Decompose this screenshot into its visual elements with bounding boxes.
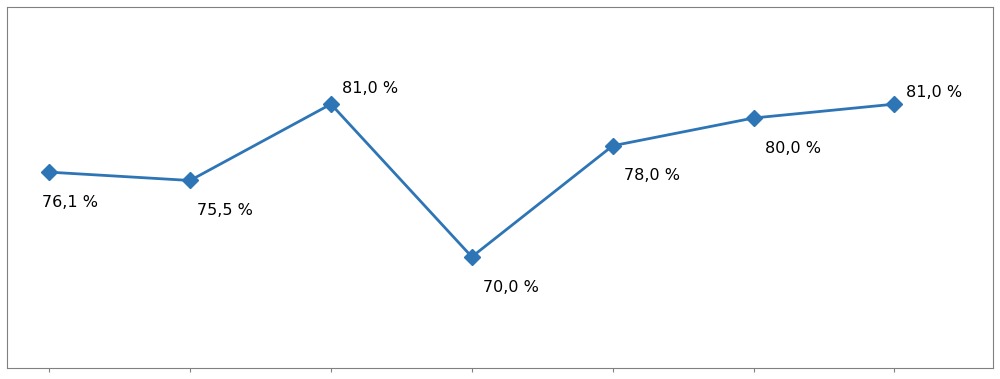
Text: 81,0 %: 81,0 %	[906, 85, 962, 100]
Text: 76,1 %: 76,1 %	[42, 195, 98, 210]
Text: 70,0 %: 70,0 %	[483, 280, 539, 294]
Text: 81,0 %: 81,0 %	[342, 81, 398, 96]
Text: 78,0 %: 78,0 %	[624, 169, 680, 183]
Text: 75,5 %: 75,5 %	[197, 203, 253, 218]
Text: 80,0 %: 80,0 %	[765, 141, 821, 156]
